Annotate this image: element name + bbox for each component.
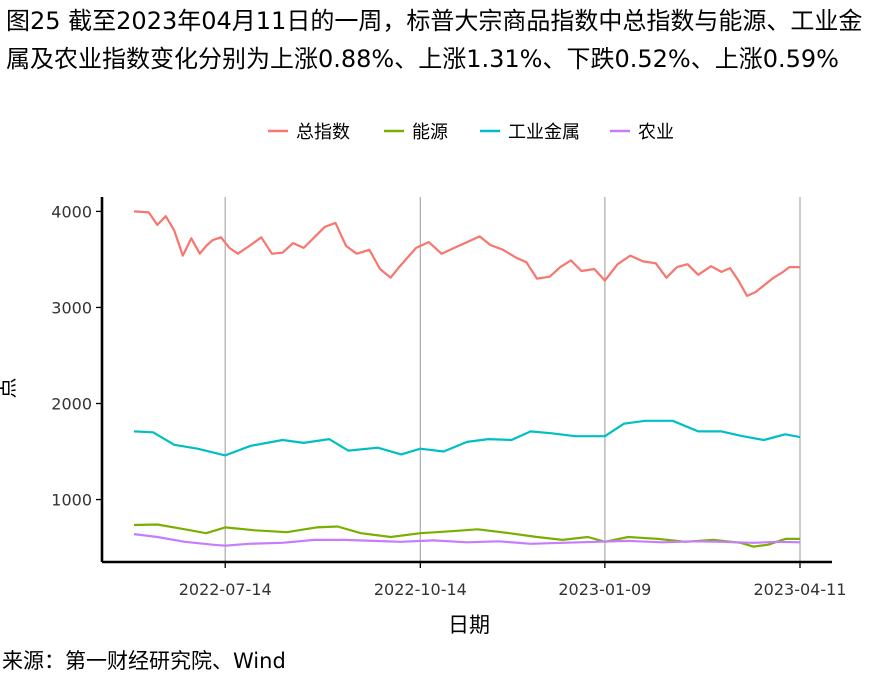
series-line-3 bbox=[133, 533, 801, 547]
legend-label-2: 工业金属 bbox=[508, 122, 580, 143]
y-tick-label-3: 4000 bbox=[51, 202, 92, 221]
figure-caption: 图25 截至2023年04月11日的一周，标普大宗商品指数中总指数与能源、工业金… bbox=[6, 2, 876, 78]
x-tick-label-1: 2022-10-14 bbox=[374, 580, 467, 599]
chart-series bbox=[133, 210, 801, 548]
y-tick-label-0: 1000 bbox=[51, 491, 92, 510]
legend-label-1: 能源 bbox=[412, 122, 448, 143]
caption-text: 图25 截至2023年04月11日的一周，标普大宗商品指数中总指数与能源、工业金… bbox=[6, 7, 863, 73]
x-tick-label-3: 2023-04-11 bbox=[754, 580, 847, 599]
y-tick-label-2: 3000 bbox=[51, 298, 92, 317]
chart-gridlines bbox=[224, 197, 801, 562]
legend-label-0: 总指数 bbox=[296, 122, 350, 143]
series-line-0 bbox=[133, 210, 800, 297]
y-axis-title: 点 bbox=[0, 378, 19, 399]
chart-axes: 2022-07-14 2022-10-14 2023-01-09 2023-04-11… bbox=[51, 197, 846, 599]
series-line-2 bbox=[133, 419, 801, 457]
x-axis-title: 日期 bbox=[448, 613, 490, 637]
source-note: 来源：第一财经研究院、Wind bbox=[2, 649, 286, 673]
y-tick-label-1: 2000 bbox=[51, 395, 92, 414]
x-tick-label-0: 2022-07-14 bbox=[179, 580, 272, 599]
x-tick-label-2: 2023-01-09 bbox=[558, 580, 651, 599]
legend-label-3: 农业 bbox=[638, 122, 674, 143]
chart-legend: 总指数 能源 工业金属 农业 bbox=[268, 122, 674, 143]
